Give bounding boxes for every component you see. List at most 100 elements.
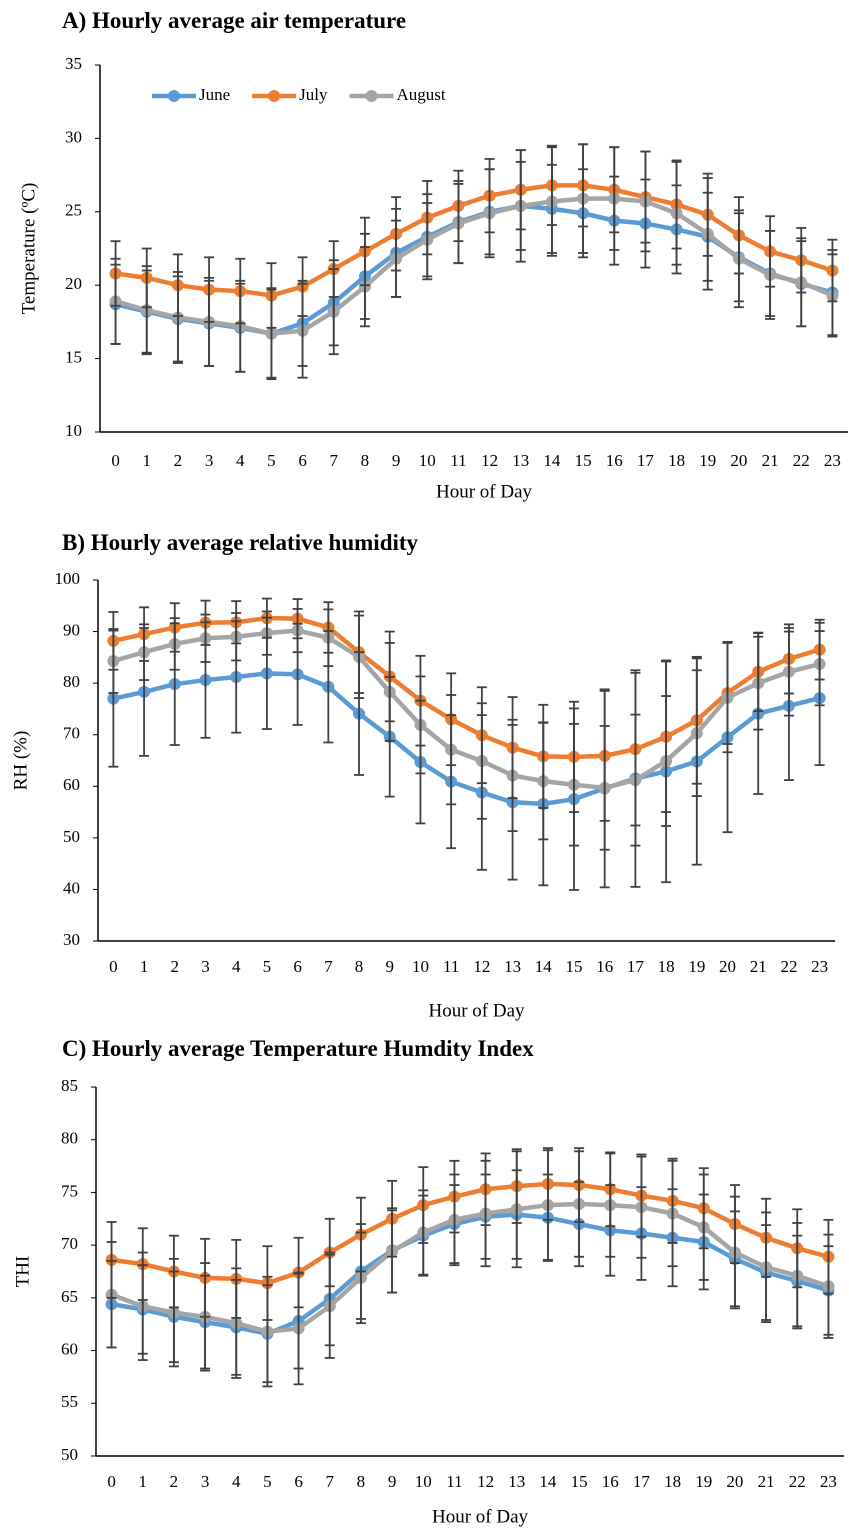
x-tick-label: 6 [294, 1472, 303, 1491]
error-bar [231, 1267, 242, 1379]
error-bar [328, 268, 339, 356]
y-tick-label: 35 [65, 54, 82, 73]
series-line [114, 196, 834, 336]
error-bar [574, 1150, 585, 1258]
error-bar [796, 237, 807, 328]
x-tick-label: 2 [171, 957, 180, 976]
error-bar [480, 1159, 491, 1268]
error-bar [110, 257, 121, 345]
chart-title: A) Hourly average air temperature [62, 8, 406, 33]
x-tick-label: 18 [668, 451, 685, 470]
x-tick-label: 4 [236, 451, 245, 470]
x-tick-label: 23 [820, 1472, 837, 1491]
x-tick-label: 14 [535, 957, 553, 976]
x-tick-label: 20 [719, 957, 736, 976]
error-bar [415, 675, 426, 775]
error-bar [511, 1150, 522, 1269]
x-tick-label: 4 [232, 1472, 241, 1491]
error-bar [108, 628, 119, 694]
error-bar [568, 722, 579, 847]
error-bar [384, 642, 395, 742]
y-axis-label: RH (%) [10, 731, 31, 791]
x-tick-label: 16 [606, 451, 623, 470]
error-bar [546, 146, 557, 257]
error-bar [359, 246, 370, 328]
x-tick-label: 19 [699, 451, 716, 470]
x-tick-label: 2 [170, 1472, 179, 1491]
x-tick-label: 16 [602, 1472, 619, 1491]
series-line [112, 628, 821, 791]
error-bar [609, 146, 620, 251]
error-bar [200, 613, 211, 663]
y-tick-label: 100 [55, 569, 81, 588]
error-bar [200, 1262, 211, 1372]
legend-label: July [299, 85, 328, 104]
error-bar [169, 617, 180, 671]
error-bar [354, 614, 365, 699]
y-tick-label: 75 [61, 1181, 78, 1200]
x-tick-label: 19 [688, 957, 705, 976]
error-bar [792, 1222, 803, 1330]
error-bar [172, 271, 183, 364]
x-tick-label: 6 [293, 957, 302, 976]
error-bar [261, 610, 272, 656]
error-bar [515, 149, 526, 263]
y-tick-label: 30 [63, 930, 80, 949]
y-tick-label: 85 [61, 1076, 78, 1095]
error-bar [446, 694, 457, 806]
x-tick-label: 12 [481, 451, 498, 470]
x-tick-label: 15 [571, 1472, 588, 1491]
y-tick-label: 15 [65, 348, 82, 367]
y-tick-label: 50 [63, 827, 80, 846]
error-bar [292, 607, 303, 654]
x-tick-label: 21 [758, 1472, 775, 1491]
error-bar [168, 1257, 179, 1368]
x-tick-label: 13 [508, 1472, 525, 1491]
error-bar [783, 627, 794, 717]
x-tick-label: 0 [107, 1472, 116, 1491]
x-axis-label: Hour of Day [428, 1000, 525, 1021]
y-tick-label: 25 [65, 201, 82, 220]
x-tick-label: 10 [419, 451, 436, 470]
error-bar [324, 1253, 335, 1359]
y-tick-label: 80 [61, 1129, 78, 1148]
x-tick-label: 11 [450, 451, 466, 470]
y-tick-label: 80 [63, 672, 80, 691]
error-bar [453, 183, 464, 265]
x-tick-label: 9 [385, 957, 394, 976]
error-bar [667, 1159, 678, 1268]
y-tick-label: 40 [63, 878, 80, 897]
x-tick-label: 18 [658, 957, 675, 976]
error-bar [507, 718, 518, 833]
error-bar [578, 143, 589, 254]
x-tick-label: 7 [324, 957, 333, 976]
x-tick-label: 14 [539, 1472, 557, 1491]
x-tick-label: 19 [695, 1472, 712, 1491]
chart-title: C) Hourly average Temperature Humdity In… [62, 1036, 534, 1061]
error-bar [418, 1189, 429, 1276]
error-bar [702, 177, 713, 291]
x-tick-label: 17 [627, 957, 645, 976]
y-tick-label: 90 [63, 620, 80, 639]
error-bar [231, 612, 242, 662]
error-bar [262, 1275, 273, 1388]
x-tick-label: 5 [263, 957, 272, 976]
x-tick-label: 8 [355, 957, 364, 976]
error-bar [141, 265, 152, 356]
y-tick-label: 60 [63, 775, 80, 794]
error-bar [640, 150, 651, 253]
error-bar [691, 669, 702, 797]
error-bar [823, 1233, 834, 1339]
x-tick-label: 10 [415, 1472, 432, 1491]
x-tick-label: 10 [412, 957, 429, 976]
x-tick-label: 1 [140, 957, 149, 976]
error-bar [636, 1155, 647, 1259]
series-line [110, 1201, 830, 1334]
legend-label: August [397, 85, 446, 104]
legend-marker [268, 90, 281, 102]
x-tick-label: 14 [543, 451, 561, 470]
x-tick-label: 1 [143, 451, 152, 470]
error-bar [671, 160, 682, 266]
legend-marker [168, 90, 180, 102]
y-tick-label: 10 [65, 421, 82, 440]
